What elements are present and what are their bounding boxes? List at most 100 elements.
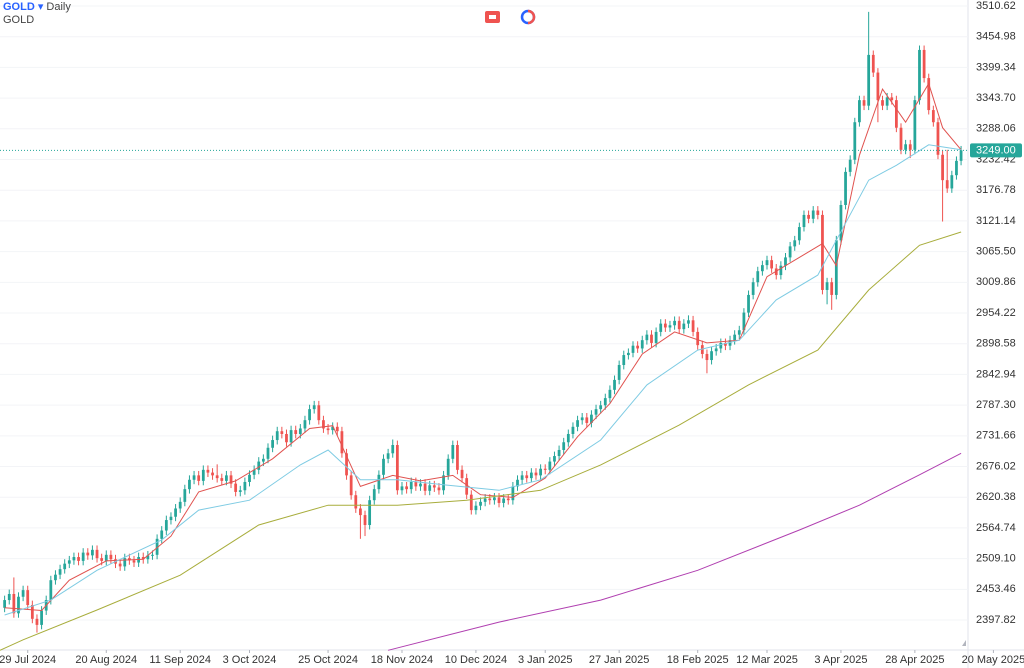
candle-body [395,445,399,491]
candle-body [761,265,764,272]
candle-body [303,420,307,429]
candle-body [562,442,566,450]
y-tick-label: 2842.94 [976,368,1016,380]
candle-body [118,563,122,567]
moving-average-line [4,82,962,612]
candle-body [349,475,353,496]
candle-body [821,214,824,290]
candle-body [40,610,43,625]
candle-body [26,590,30,606]
candle-body [442,475,445,491]
candle-body [178,501,182,509]
candle-body [488,498,492,501]
candle-body [696,331,700,346]
candle-body [876,72,880,101]
candle-body [423,483,427,491]
candle-body [414,481,418,487]
x-tick-label: 28 Apr 2025 [885,654,944,666]
candle-body [169,516,173,521]
candle-body [858,100,861,123]
candle-body [257,461,261,470]
icon-detail [527,9,536,25]
candle-body [437,487,441,491]
candle-body [197,475,201,481]
y-tick-label: 3399.34 [976,61,1016,73]
candle-body [631,345,635,353]
candle-body [359,508,362,516]
icon[interactable] [520,9,536,25]
candle-body [839,204,843,241]
candle-body [557,449,561,457]
candle-body [211,472,214,476]
candle-body [548,461,552,470]
candle-body [109,554,113,560]
y-tick-label: 2787.30 [976,399,1016,411]
candle-body [922,49,926,79]
candle-body [345,453,348,476]
y-tick-label: 2954.22 [976,307,1016,319]
candle-body [91,549,94,556]
y-tick-label: 3121.14 [976,215,1016,227]
candle-body [793,240,797,247]
candle-body [238,490,242,492]
candle-body [127,558,131,561]
y-tick-label: 3454.98 [976,31,1016,43]
candle-body [941,154,944,181]
candle-body [566,433,570,443]
candle-body [885,97,889,106]
candle-body [44,600,48,611]
candle-body [622,355,626,366]
x-tick-label: 11 Sep 2024 [149,654,211,666]
candle-body [890,97,894,101]
candle-body [645,334,649,341]
candle-body [659,323,663,332]
candle-body [271,440,274,448]
candle-body [3,600,7,608]
candle-body [317,405,321,421]
candle-body [252,469,256,475]
x-tick-label: 27 Jan 2025 [589,654,650,666]
y-tick-label: 2564.74 [976,522,1016,534]
candle-body [608,389,612,399]
candle-body [354,495,358,509]
candle-body [687,320,690,324]
candle-body [248,474,251,482]
candle-body [100,558,104,561]
candle-body [733,334,737,341]
candle-body [21,590,25,597]
candle-body [123,558,127,567]
candle-body [35,618,39,625]
candle-body [335,426,339,432]
candle-body [229,475,233,484]
toolbar-icons[interactable] [485,9,536,25]
x-tick-label: 18 Nov 2024 [371,654,433,666]
candle-body [765,260,769,266]
candle-body [788,246,792,258]
candle-body [493,497,496,501]
candle-body [54,574,57,581]
y-tick-label: 3343.70 [976,92,1016,104]
symbol[interactable]: GOLD [3,1,35,13]
candle-body [520,475,524,480]
icon[interactable] [485,11,500,23]
candle-body [67,560,71,564]
candle-body [275,431,279,441]
candle-body [511,486,515,501]
interval[interactable]: Daily [46,1,71,13]
candle-body [816,210,820,215]
candle-body [432,485,436,488]
candle-body [594,409,598,415]
candle-body [585,417,589,423]
candle-body [95,549,99,559]
candle-body [183,489,187,502]
candle-body [881,100,884,106]
candle-body [220,478,224,481]
candle-body [192,475,196,480]
candle-body [386,453,390,459]
candle-body [234,483,238,492]
candle-body [285,433,288,443]
candle-body [451,445,455,459]
candle-body [724,342,727,346]
x-tick-label: 10 Dec 2024 [445,654,507,666]
